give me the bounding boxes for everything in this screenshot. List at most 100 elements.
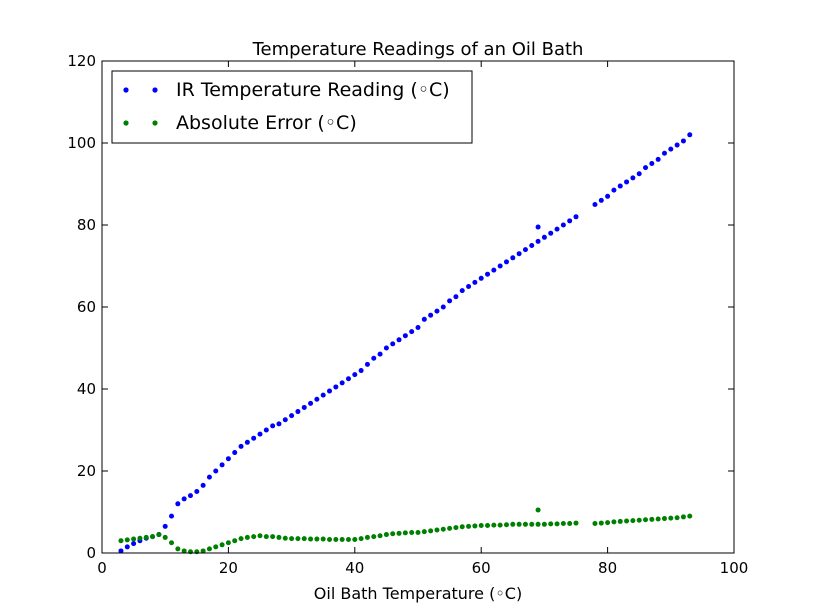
data-point-series-0 bbox=[238, 443, 244, 449]
data-point-series-0 bbox=[491, 267, 497, 273]
data-point-series-1 bbox=[573, 520, 579, 526]
legend-marker bbox=[152, 120, 158, 126]
data-point-series-1 bbox=[270, 534, 276, 540]
data-point-series-0 bbox=[510, 255, 516, 261]
data-point-series-1 bbox=[137, 535, 143, 541]
data-point-series-0 bbox=[548, 230, 554, 236]
data-point-series-1 bbox=[649, 516, 655, 522]
y-tick-label: 40 bbox=[77, 380, 96, 398]
data-point-series-1 bbox=[131, 536, 137, 542]
x-tick-label: 80 bbox=[598, 559, 617, 577]
data-point-series-1 bbox=[320, 536, 326, 542]
data-point-series-0 bbox=[352, 372, 358, 378]
data-point-series-0 bbox=[434, 308, 440, 314]
data-point-series-1 bbox=[175, 546, 181, 552]
legend-marker bbox=[123, 120, 129, 126]
data-point-series-0 bbox=[301, 404, 307, 410]
data-point-series-1 bbox=[371, 534, 377, 540]
data-point-series-0 bbox=[371, 355, 377, 361]
data-point-series-0 bbox=[257, 431, 263, 437]
data-point-series-1 bbox=[219, 542, 225, 548]
data-point-series-1 bbox=[352, 536, 358, 542]
data-point-series-1 bbox=[535, 507, 541, 513]
data-point-series-1 bbox=[567, 520, 573, 526]
data-point-series-0 bbox=[169, 513, 175, 519]
data-point-series-1 bbox=[282, 535, 288, 541]
data-point-series-1 bbox=[674, 515, 680, 521]
data-point-series-0 bbox=[415, 325, 421, 330]
data-point-series-0 bbox=[244, 439, 250, 445]
data-point-series-0 bbox=[345, 376, 351, 382]
data-point-series-0 bbox=[118, 548, 124, 554]
data-point-series-1 bbox=[491, 522, 497, 528]
data-point-series-1 bbox=[510, 521, 516, 527]
data-point-series-0 bbox=[630, 175, 636, 181]
data-point-series-0 bbox=[333, 384, 339, 390]
data-point-series-1 bbox=[655, 516, 661, 522]
x-tick-label: 60 bbox=[472, 559, 491, 577]
data-point-series-1 bbox=[187, 549, 193, 555]
data-point-series-1 bbox=[630, 518, 636, 524]
data-point-series-0 bbox=[643, 165, 649, 171]
data-point-series-1 bbox=[333, 536, 339, 542]
data-point-series-1 bbox=[459, 524, 465, 530]
data-point-series-1 bbox=[276, 534, 282, 540]
data-point-series-0 bbox=[503, 259, 509, 265]
data-point-series-0 bbox=[592, 202, 598, 207]
data-point-series-1 bbox=[225, 540, 231, 546]
data-point-series-1 bbox=[680, 514, 686, 520]
data-point-series-1 bbox=[598, 520, 604, 526]
data-point-series-1 bbox=[232, 538, 238, 544]
data-point-series-0 bbox=[339, 380, 345, 386]
data-point-series-0 bbox=[124, 544, 130, 550]
data-point-series-0 bbox=[567, 218, 573, 224]
data-point-series-0 bbox=[668, 146, 674, 152]
data-point-series-1 bbox=[396, 530, 402, 536]
data-point-series-1 bbox=[238, 536, 244, 542]
data-point-series-0 bbox=[206, 474, 212, 480]
data-point-series-1 bbox=[668, 515, 674, 521]
data-point-series-1 bbox=[503, 522, 509, 528]
data-point-series-0 bbox=[497, 263, 503, 269]
data-point-series-1 bbox=[636, 517, 642, 523]
data-point-series-0 bbox=[453, 294, 459, 300]
data-point-series-1 bbox=[124, 537, 130, 543]
data-point-series-0 bbox=[276, 421, 282, 427]
x-tick-label: 100 bbox=[720, 559, 749, 577]
data-point-series-1 bbox=[415, 530, 421, 535]
data-point-series-1 bbox=[516, 521, 522, 527]
data-point-series-0 bbox=[314, 396, 320, 402]
data-point-series-1 bbox=[295, 536, 301, 542]
chart-legend: IR Temperature Reading (◦C) Absolute Erro… bbox=[111, 70, 473, 144]
axis-ticks: 0 20 40 60 80 100 0 20 40 60 80 100 120 bbox=[67, 52, 748, 577]
data-point-series-1 bbox=[377, 533, 383, 539]
data-point-series-0 bbox=[270, 423, 276, 429]
data-point-series-0 bbox=[687, 132, 693, 138]
data-point-series-1 bbox=[118, 538, 124, 544]
data-point-series-0 bbox=[162, 523, 168, 529]
data-point-series-0 bbox=[516, 251, 522, 257]
data-point-series-1 bbox=[478, 523, 484, 529]
data-point-series-1 bbox=[560, 520, 566, 526]
data-point-series-0 bbox=[200, 482, 206, 488]
data-point-series-1 bbox=[364, 534, 370, 540]
data-point-series-0 bbox=[383, 345, 389, 351]
data-point-series-1 bbox=[169, 540, 175, 546]
data-point-series-0 bbox=[289, 413, 295, 419]
data-point-series-0 bbox=[308, 400, 314, 406]
data-point-series-0 bbox=[131, 541, 137, 547]
x-axis-label: Oil Bath Temperature (◦C) bbox=[314, 584, 522, 603]
data-point-series-1 bbox=[257, 533, 263, 539]
data-point-series-0 bbox=[573, 214, 579, 220]
data-point-series-1 bbox=[535, 521, 541, 527]
data-point-series-0 bbox=[320, 392, 326, 398]
data-point-series-1 bbox=[150, 534, 156, 540]
data-point-series-0 bbox=[655, 156, 661, 162]
data-point-series-1 bbox=[314, 536, 320, 542]
data-point-series-1 bbox=[592, 520, 598, 526]
data-point-series-0 bbox=[636, 171, 642, 177]
legend-marker bbox=[152, 87, 158, 93]
data-point-series-0 bbox=[225, 456, 231, 462]
data-point-series-1 bbox=[421, 529, 427, 535]
data-point-series-0 bbox=[535, 224, 541, 230]
